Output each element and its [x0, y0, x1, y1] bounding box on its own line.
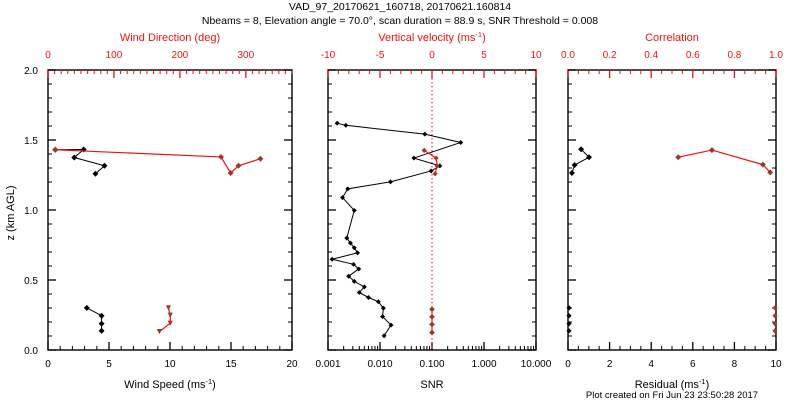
svg-text:0.6: 0.6 — [686, 50, 700, 61]
svg-text:1.0: 1.0 — [769, 50, 783, 61]
svg-text:1.5: 1.5 — [24, 136, 38, 147]
svg-text:4: 4 — [648, 359, 654, 370]
svg-text:Wind Speed (ms-1): Wind Speed (ms-1) — [124, 377, 216, 392]
svg-text:5: 5 — [481, 50, 487, 61]
svg-text:0: 0 — [429, 50, 435, 61]
svg-text:Nbeams = 8, Elevation angle =: Nbeams = 8, Elevation angle = 70.0°, sca… — [202, 15, 598, 27]
svg-text:Residual (ms-1): Residual (ms-1) — [635, 377, 710, 392]
svg-text:Correlation: Correlation — [645, 32, 699, 44]
svg-text:0.0: 0.0 — [24, 346, 38, 357]
svg-text:100: 100 — [106, 50, 123, 61]
svg-text:0: 0 — [565, 359, 571, 370]
svg-text:5: 5 — [106, 359, 112, 370]
svg-text:0.010: 0.010 — [367, 359, 392, 370]
svg-text:0: 0 — [45, 50, 51, 61]
svg-text:z (km AGL): z (km AGL) — [5, 185, 17, 240]
svg-text:300: 300 — [237, 50, 254, 61]
svg-text:6: 6 — [690, 359, 696, 370]
svg-text:2.0: 2.0 — [24, 66, 38, 77]
svg-text:10: 10 — [164, 359, 176, 370]
svg-text:10: 10 — [770, 359, 782, 370]
svg-text:0.8: 0.8 — [727, 50, 741, 61]
svg-text:20: 20 — [286, 359, 298, 370]
svg-text:Vertical velocity (ms-1): Vertical velocity (ms-1) — [378, 30, 486, 45]
svg-text:0.100: 0.100 — [419, 359, 444, 370]
svg-text:0: 0 — [45, 359, 51, 370]
svg-text:0.0: 0.0 — [561, 50, 575, 61]
svg-text:1.000: 1.000 — [471, 359, 496, 370]
svg-text:0.5: 0.5 — [24, 276, 38, 287]
svg-text:0.4: 0.4 — [644, 50, 658, 61]
svg-text:10.000: 10.000 — [521, 359, 552, 370]
svg-text:0.2: 0.2 — [603, 50, 617, 61]
svg-text:-10: -10 — [321, 50, 336, 61]
svg-text:-5: -5 — [376, 50, 385, 61]
svg-text:SNR: SNR — [420, 379, 443, 391]
svg-text:10: 10 — [530, 50, 542, 61]
svg-text:2: 2 — [607, 359, 613, 370]
svg-text:VAD_97_20170621_160718, 201706: VAD_97_20170621_160718, 20170621.160814 — [289, 1, 511, 13]
svg-text:1.0: 1.0 — [24, 206, 38, 217]
svg-text:200: 200 — [172, 50, 189, 61]
svg-text:8: 8 — [732, 359, 738, 370]
svg-text:0.001: 0.001 — [315, 359, 340, 370]
svg-text:Plot created on Fri Jun 23 23:: Plot created on Fri Jun 23 23:50:28 2017 — [586, 390, 758, 400]
svg-text:Wind Direction (deg): Wind Direction (deg) — [120, 32, 220, 44]
svg-text:15: 15 — [225, 359, 237, 370]
